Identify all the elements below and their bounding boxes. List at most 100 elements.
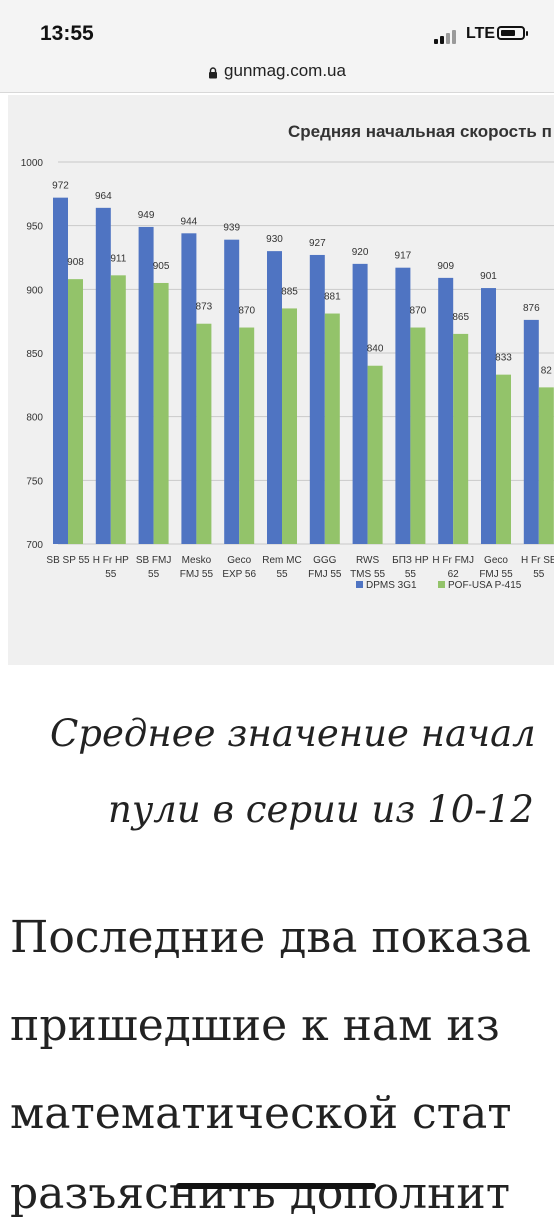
- data-label: 901: [480, 271, 497, 282]
- paragraph-line-2: пришедшие к нам из: [10, 1000, 500, 1051]
- x-tick-label: H Fr SB: [521, 555, 554, 566]
- bar-pof-3: [153, 282, 169, 544]
- status-time: 13:55: [40, 22, 94, 45]
- image-caption-line-1: Среднее значение начал: [50, 712, 536, 755]
- x-tick-label: SB SP 55: [46, 555, 90, 566]
- x-tick-label: GGG: [313, 555, 337, 566]
- data-label: 840: [367, 344, 384, 355]
- paragraph-line-1: Последние два показа: [10, 912, 532, 963]
- bar-dpms-9: [395, 267, 411, 544]
- bar-pof-6: [282, 308, 297, 544]
- bar-dpms-2: [95, 207, 111, 544]
- paragraph-line-4: разъяснить дополнит: [10, 1168, 511, 1219]
- home-indicator[interactable]: [176, 1183, 376, 1189]
- data-label: 927: [309, 238, 326, 249]
- y-tick-label: 750: [26, 476, 43, 487]
- data-label: 939: [223, 223, 240, 234]
- bar-pof-11: [496, 374, 511, 544]
- y-tick-label: 1000: [21, 158, 44, 169]
- data-label: 870: [238, 306, 255, 317]
- y-tick-label: 850: [26, 349, 43, 360]
- bar-dpms-10: [438, 277, 454, 544]
- lock-icon: [209, 67, 218, 79]
- bar-pof-1: [68, 279, 83, 544]
- legend-label-2: POF-USA P-415: [448, 580, 522, 591]
- data-label: 881: [324, 292, 341, 303]
- x-tick-label: 55: [405, 569, 417, 580]
- x-tick-label: FMJ 55: [180, 569, 214, 580]
- y-tick-label: 700: [26, 540, 43, 551]
- data-label: 964: [95, 191, 112, 202]
- data-label: 873: [196, 302, 213, 313]
- data-label: 905: [153, 261, 170, 272]
- bar-pof-4: [196, 323, 212, 544]
- y-tick-label: 950: [26, 222, 43, 233]
- bar-pof-10: [453, 333, 469, 544]
- bar-dpms-6: [267, 251, 282, 544]
- bar-dpms-8: [352, 263, 368, 544]
- data-label: 909: [437, 261, 454, 272]
- bar-pof-5: [239, 327, 255, 544]
- data-label: 870: [410, 306, 427, 317]
- status-bar: 13:55 LTE: [0, 0, 554, 64]
- y-tick-label: 800: [26, 413, 43, 424]
- bar-dpms-11: [481, 288, 496, 544]
- cellular-signal-icon: [434, 30, 460, 44]
- x-tick-label: 55: [533, 569, 545, 580]
- x-tick-label: 55: [105, 569, 117, 580]
- chart-canvas: 700 750 800 850 900 950 1000 972 908 SB SP 55 964 9…: [21, 158, 554, 591]
- data-label: 911: [110, 253, 126, 264]
- x-tick-label: БПЗ HP: [392, 555, 429, 566]
- data-label: 917: [395, 251, 412, 262]
- velocity-chart: 700 750 800 850 900 950 1000 972 908 SB SP 55 964 9…: [8, 95, 554, 665]
- legend-swatch-1: [356, 581, 363, 588]
- bar-dpms-12: [523, 319, 539, 544]
- x-tick-label: 55: [276, 569, 288, 580]
- url-text: gunmag.com.ua: [224, 61, 346, 80]
- data-label: 833: [495, 353, 512, 364]
- data-label: 949: [138, 210, 155, 221]
- chart-title: Средняя начальная скорость п: [288, 122, 552, 141]
- x-tick-label: 62: [448, 569, 460, 580]
- data-label: 930: [266, 234, 283, 245]
- bar-dpms-7: [309, 254, 325, 544]
- x-tick-label: RWS: [356, 555, 379, 566]
- x-tick-label: SB FMJ: [136, 555, 172, 566]
- data-label: 876: [523, 303, 540, 314]
- address-bar[interactable]: gunmag.com.ua: [0, 61, 554, 93]
- x-tick-label: EXP 56: [222, 569, 256, 580]
- bar-dpms-5: [224, 239, 240, 544]
- x-tick-label: Geco: [484, 555, 508, 566]
- battery-icon: [497, 26, 528, 40]
- bar-dpms-1: [53, 197, 68, 545]
- legend-swatch-2: [438, 581, 445, 588]
- bar-pof-2: [110, 275, 126, 544]
- x-tick-label: Mesko: [182, 555, 212, 566]
- x-tick-label: FMJ 55: [479, 569, 513, 580]
- y-tick-label: 900: [26, 285, 43, 296]
- data-label: 885: [281, 286, 298, 297]
- bar-dpms-4: [181, 233, 197, 544]
- paragraph-line-3: математической стат: [10, 1088, 512, 1139]
- x-tick-label: 55: [148, 569, 160, 580]
- data-label: 944: [181, 216, 198, 227]
- data-label: 865: [452, 312, 469, 323]
- bar-pof-12: [538, 387, 554, 544]
- x-tick-label: Geco: [227, 555, 251, 566]
- data-label: 908: [67, 257, 84, 268]
- x-tick-label: Rem MC: [262, 555, 301, 566]
- data-label: 972: [52, 181, 69, 192]
- bar-dpms-3: [138, 226, 154, 544]
- bar-pof-8: [367, 365, 383, 544]
- network-type: LTE: [466, 25, 496, 42]
- bar-pof-9: [410, 327, 426, 544]
- x-tick-label: H Fr HP: [93, 555, 129, 566]
- x-tick-label: FMJ 55: [308, 569, 342, 580]
- data-label: 920: [352, 247, 369, 258]
- data-label: 82: [541, 365, 553, 376]
- x-tick-label: H Fr FMJ: [432, 555, 474, 566]
- image-caption-line-2: пули в серии из 10-12: [108, 788, 534, 831]
- bar-pof-7: [324, 313, 340, 544]
- x-tick-label: TMS 55: [350, 569, 385, 580]
- legend-label-1: DPMS 3G1: [366, 580, 417, 591]
